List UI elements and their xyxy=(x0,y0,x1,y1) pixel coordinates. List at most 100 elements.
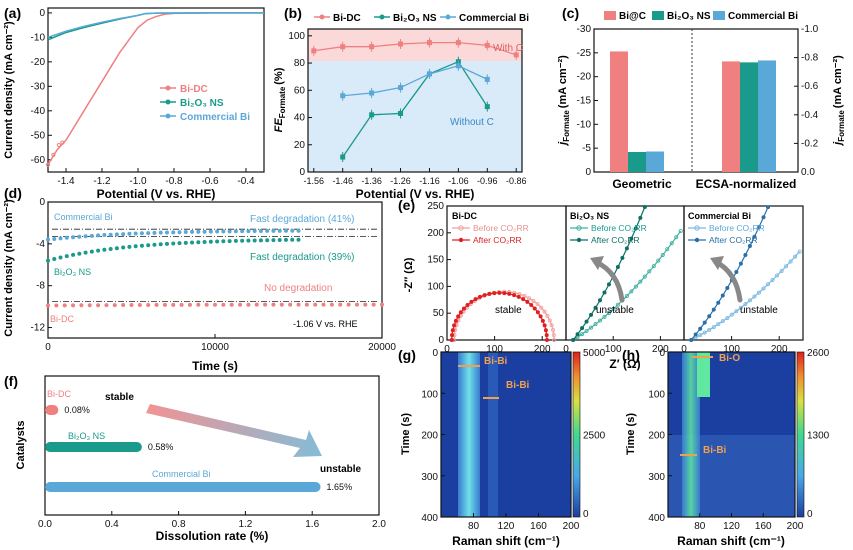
trend-arrowhead-e-1 xyxy=(590,256,604,270)
region-label-without-c: Without C xyxy=(450,117,494,128)
series-point-e-0-before xyxy=(552,337,557,342)
series-point-e-1-after xyxy=(629,236,634,241)
series-label-d-bidc: Bi-DC xyxy=(50,314,74,324)
x-tick-label-d: 0 xyxy=(45,342,51,353)
series-point-e-2-after xyxy=(702,320,707,325)
legend-a-bi2o3: Bi₂O₃ NS xyxy=(180,98,224,109)
series-point-d-0 xyxy=(177,230,182,235)
y-tick-label-d: 0 xyxy=(39,197,45,208)
series-point-e-1-before xyxy=(624,293,629,298)
x-tick-label-g: 200 xyxy=(563,521,580,532)
plot-frame-e-2 xyxy=(683,205,804,341)
series-point-d-2 xyxy=(104,303,109,308)
legend-e-1-after: After CO₂RR xyxy=(591,235,640,245)
series-point-e-2-after xyxy=(720,293,725,298)
series-point-d-1 xyxy=(190,240,195,245)
y-tick-label-a: -50 xyxy=(31,130,46,141)
series-point-d-0 xyxy=(290,228,295,233)
series-point-b-1 xyxy=(484,104,490,110)
series-point-d-2 xyxy=(380,302,384,307)
series-point-e-1-after xyxy=(593,305,598,310)
series-line-b-2 xyxy=(342,65,488,97)
series-point-e-0-after xyxy=(535,310,540,315)
legend-a: Bi-DC Bi₂O₃ NS Commercial Bi xyxy=(160,84,250,123)
legend-c-bic: Bi@C xyxy=(619,11,646,22)
series-point-e-1-after xyxy=(620,255,625,260)
ylabel-g: Time (s) xyxy=(400,413,412,455)
y-tick-label-g: 400 xyxy=(421,513,438,524)
ylabel-c-right: jFormate(mA cm⁻²) xyxy=(832,55,846,147)
y-tick-label-b: 80 xyxy=(294,58,306,69)
y-tick-label-b: 40 xyxy=(294,113,306,124)
series-point-e-1-before xyxy=(665,247,670,252)
y-tick-label-g: 300 xyxy=(421,472,438,483)
series-point-d-1 xyxy=(283,237,288,242)
series-point-d-2 xyxy=(154,302,159,307)
series-point-d-1 xyxy=(240,238,245,243)
series-point-d-0 xyxy=(158,230,163,235)
axis-ticks-d: 0 10000 20000 0 -4 -8 -12 xyxy=(31,197,397,353)
subpanel-title-e-1: Bi₂O₃ NS xyxy=(570,211,609,221)
series-point-d-0 xyxy=(296,228,301,233)
series-point-d-0 xyxy=(183,230,188,235)
x-tick-label-g: 160 xyxy=(530,521,547,532)
bar-c-1-1 xyxy=(740,62,758,172)
xlabel-f: Dissolution rate (%) xyxy=(156,529,269,543)
series-point-d-2 xyxy=(112,303,117,308)
y-tick-label-h: 400 xyxy=(648,513,665,524)
ylabel-f: Catalysts xyxy=(15,421,27,470)
series-point-e-1-before xyxy=(606,310,611,315)
series-point-d-2 xyxy=(263,302,268,307)
series-point-d-1 xyxy=(171,241,176,246)
series-point-d-1 xyxy=(77,251,82,256)
series-point-d-1 xyxy=(215,239,220,244)
ylabel-e: -Z″ (Ω) xyxy=(403,257,415,292)
xlabel-a: Potential (V vs. RHE) xyxy=(97,187,216,201)
series-point-e-0-after xyxy=(497,290,502,295)
series-point-e-2-before xyxy=(698,333,703,338)
series-point-e-0-after xyxy=(516,294,521,299)
series-point-e-0-after xyxy=(449,337,454,342)
series-point-d-2 xyxy=(162,302,167,307)
panel-label-g: (g) xyxy=(398,347,416,363)
x-tick-label-b: -1.06 xyxy=(448,176,469,186)
series-point-e-0-after xyxy=(492,291,497,296)
plot-frame-b xyxy=(307,28,523,173)
series-point-d-1 xyxy=(296,237,301,242)
series-point-d-2 xyxy=(338,302,343,307)
series-point-d-0 xyxy=(283,228,288,233)
bar-value-label-f-2: 1.65% xyxy=(327,482,353,492)
x-tick-label-e-2: 100 xyxy=(723,344,740,355)
series-point-a-0 xyxy=(56,142,61,148)
series-point-e-2-before xyxy=(761,286,766,291)
series-point-d-0 xyxy=(77,234,82,239)
series-point-e-0-after xyxy=(487,291,492,296)
series-point-e-1-before xyxy=(580,332,585,337)
series-point-e-2-after xyxy=(738,261,743,266)
series-point-d-0 xyxy=(139,231,144,236)
series-point-d-1 xyxy=(183,240,188,245)
series-point-d-0 xyxy=(215,229,220,234)
series-e xyxy=(449,205,802,342)
series-point-d-2 xyxy=(137,302,142,307)
y-tick-label-c-left: -25 xyxy=(577,48,592,59)
series-point-e-1-before xyxy=(642,274,647,279)
x-tick-label-e-1: 200 xyxy=(652,344,669,355)
series-point-e-2-after xyxy=(711,307,716,312)
series-point-e-1-before xyxy=(597,318,602,323)
series-point-e-0-before xyxy=(522,293,527,298)
y-tick-label-a: -40 xyxy=(31,106,46,117)
colorbar-label-g: 0 xyxy=(583,509,589,520)
x-tick-label-e-0: 200 xyxy=(534,344,551,355)
series-point-d-1 xyxy=(227,239,232,244)
category-label-f-2: Commercial Bi xyxy=(152,469,211,479)
series-point-d-2 xyxy=(354,302,359,307)
series-point-d-2 xyxy=(196,302,201,307)
series-point-d-2 xyxy=(229,302,234,307)
note-d-bidc: No degradation xyxy=(264,283,332,294)
y-tick-label-c-right: -0.8 xyxy=(801,53,819,64)
series-point-d-2 xyxy=(171,302,176,307)
arrow-label-unstable: unstable xyxy=(320,464,362,475)
x-tick-label-d: 20000 xyxy=(368,342,396,353)
